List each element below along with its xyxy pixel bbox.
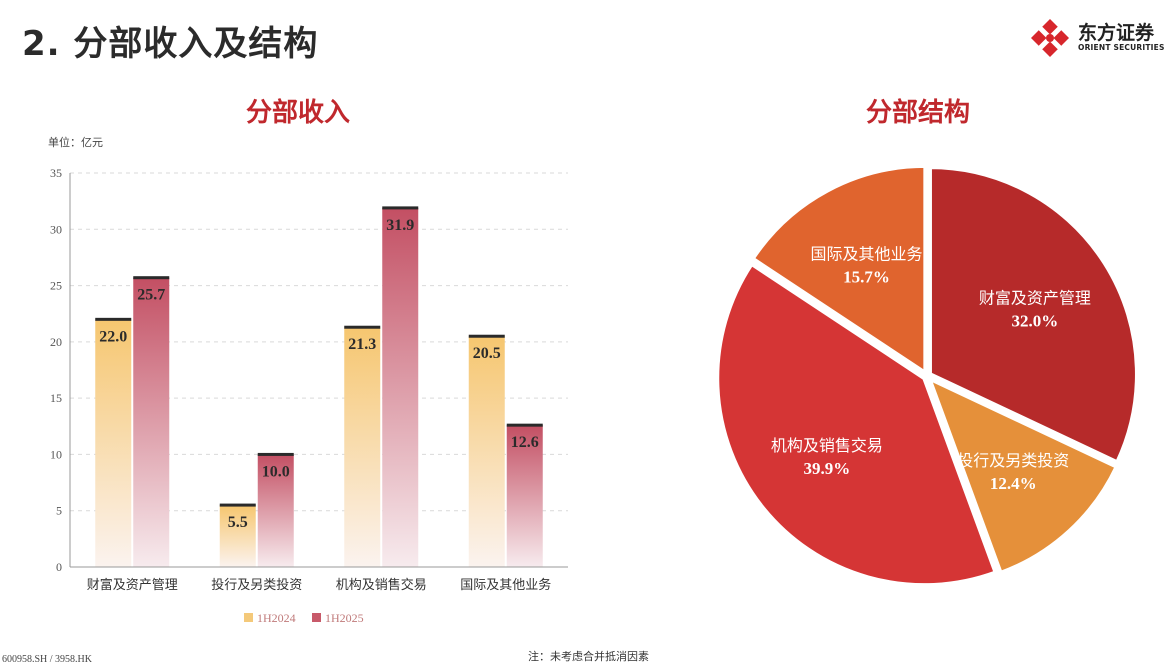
page-title: 2. 分部收入及结构 bbox=[22, 24, 319, 64]
pie-slice bbox=[715, 261, 998, 588]
bar-cap bbox=[344, 325, 381, 329]
logo-name: 东方证券 bbox=[1078, 22, 1155, 44]
legend-swatch bbox=[312, 613, 321, 622]
bar-1H2025 bbox=[257, 454, 294, 567]
pie-slice-value: 15.7% bbox=[843, 268, 890, 287]
pie-slice-label: 财富及资产管理 bbox=[979, 289, 1091, 308]
data-label: 25.7 bbox=[137, 287, 165, 304]
x-tick-label: 投行及另类投资 bbox=[211, 577, 302, 593]
bar-1H2025 bbox=[506, 425, 543, 567]
bar-1H2025 bbox=[382, 207, 419, 567]
bar-1H2025 bbox=[133, 277, 170, 567]
data-label: 10.0 bbox=[262, 463, 290, 480]
bar-cap bbox=[468, 334, 505, 338]
pie-slice-value: 32.0% bbox=[1011, 312, 1058, 331]
y-tick-label: 25 bbox=[50, 279, 62, 293]
data-label: 5.5 bbox=[228, 514, 248, 531]
y-tick-label: 30 bbox=[50, 222, 62, 236]
y-tick-label: 5 bbox=[56, 504, 62, 518]
bar-1H2024 bbox=[219, 505, 256, 567]
bar-cap bbox=[257, 452, 294, 456]
y-tick-label: 0 bbox=[56, 560, 62, 574]
data-label: 31.9 bbox=[386, 217, 414, 234]
footnote: 注：未考虑合并抵消因素 bbox=[528, 650, 649, 663]
pie-slice-label: 投行及另类投资 bbox=[957, 451, 1069, 470]
bar-1H2024 bbox=[344, 327, 381, 567]
y-tick-label: 20 bbox=[50, 335, 62, 349]
pie-slice-value: 12.4% bbox=[990, 474, 1037, 493]
logo-subtitle: ORIENT SECURITIES bbox=[1078, 43, 1165, 52]
bar-cap bbox=[506, 423, 543, 427]
pie-slice-label: 国际及其他业务 bbox=[811, 245, 923, 264]
logo-mark-icon bbox=[1031, 19, 1069, 57]
bar-cap bbox=[382, 206, 419, 210]
data-label: 12.6 bbox=[511, 434, 539, 451]
segment-structure-pie-chart: 财富及资产管理 32.0% 投行及另类投资 12.4% 机构及销售交易 39.9% 国际及其… bbox=[715, 163, 1139, 588]
pie-slice bbox=[927, 376, 1119, 575]
legend-label: 1H2024 bbox=[257, 611, 296, 625]
y-tick-label: 10 bbox=[50, 447, 62, 461]
pie-slice-label: 机构及销售交易 bbox=[771, 436, 883, 455]
bar-chart-title: 分部收入 bbox=[246, 98, 351, 128]
legend-label: 1H2025 bbox=[325, 611, 364, 625]
pie-slice-value: 39.9% bbox=[803, 459, 850, 478]
pie-chart-title: 分部结构 bbox=[866, 98, 971, 128]
x-tick-label: 财富及资产管理 bbox=[87, 577, 178, 593]
y-tick-label: 35 bbox=[50, 166, 62, 180]
x-tick-label: 国际及其他业务 bbox=[460, 577, 551, 593]
x-tick-label: 机构及销售交易 bbox=[336, 577, 427, 593]
unit-label: 单位：亿元 bbox=[48, 136, 103, 149]
pie-slice bbox=[927, 165, 1139, 465]
data-label: 21.3 bbox=[348, 336, 376, 353]
segment-revenue-bar-chart: 22.0 25.7 5.5 10.0 21.3 31.9 20.5 12.6 0 5 10 15 20… bbox=[50, 166, 568, 625]
bar-cap bbox=[95, 317, 132, 321]
bar-1H2024 bbox=[468, 336, 505, 567]
data-label: 22.0 bbox=[99, 328, 127, 345]
stock-code: 600958.SH / 3958.HK bbox=[2, 654, 93, 665]
y-tick-label: 15 bbox=[50, 391, 62, 405]
pie-slice bbox=[750, 163, 928, 375]
bar-cap bbox=[133, 276, 170, 280]
data-label: 20.5 bbox=[473, 345, 501, 362]
bar-1H2024 bbox=[95, 319, 132, 567]
bar-cap bbox=[219, 503, 256, 507]
logo: 东方证券 ORIENT SECURITIES bbox=[1030, 18, 1170, 58]
legend-swatch bbox=[244, 613, 253, 622]
